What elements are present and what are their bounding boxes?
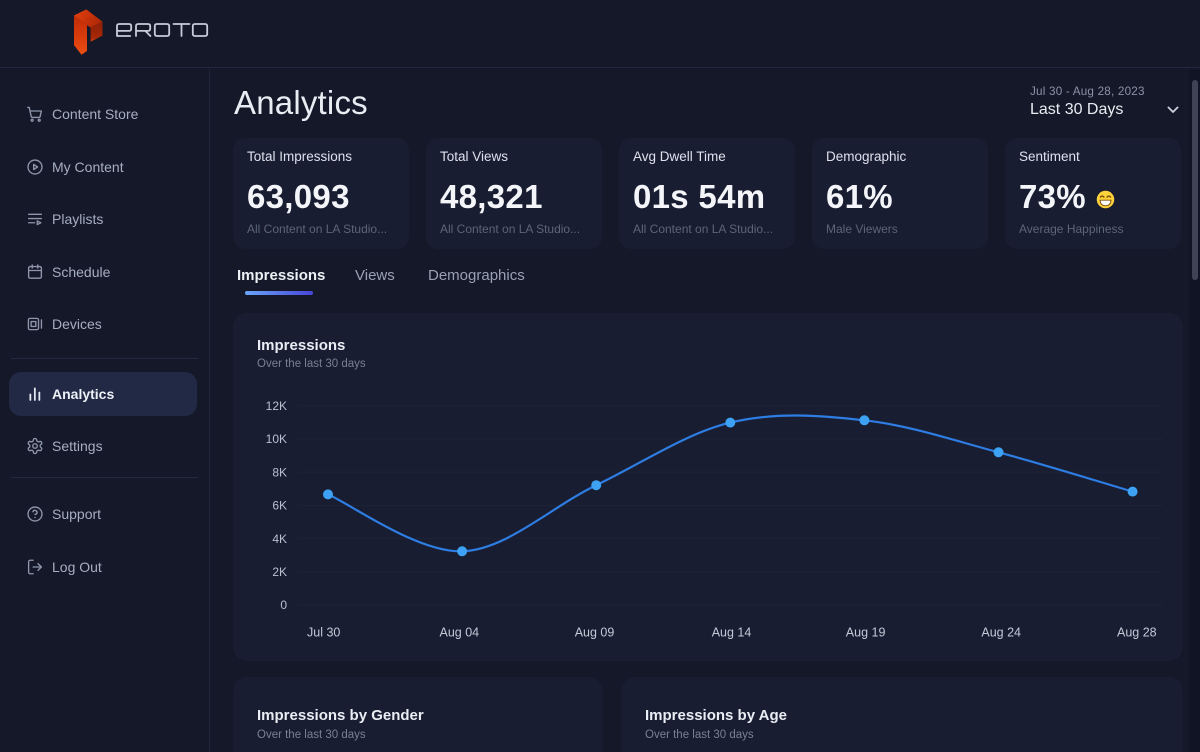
svg-text:12K: 12K bbox=[266, 399, 287, 413]
svg-text:Aug 04: Aug 04 bbox=[439, 626, 479, 640]
svg-text:Aug 09: Aug 09 bbox=[575, 626, 615, 640]
svg-text:8K: 8K bbox=[272, 465, 287, 479]
svg-text:Aug 19: Aug 19 bbox=[846, 626, 886, 640]
svg-text:Aug 14: Aug 14 bbox=[712, 626, 752, 640]
svg-text:Aug 24: Aug 24 bbox=[981, 626, 1021, 640]
svg-text:2K: 2K bbox=[272, 565, 287, 579]
svg-text:0: 0 bbox=[280, 598, 287, 612]
svg-text:6K: 6K bbox=[272, 499, 287, 513]
svg-text:Jul 30: Jul 30 bbox=[307, 626, 340, 640]
svg-text:Aug 28: Aug 28 bbox=[1117, 626, 1157, 640]
svg-text:10K: 10K bbox=[266, 432, 287, 446]
svg-text:4K: 4K bbox=[272, 532, 287, 546]
